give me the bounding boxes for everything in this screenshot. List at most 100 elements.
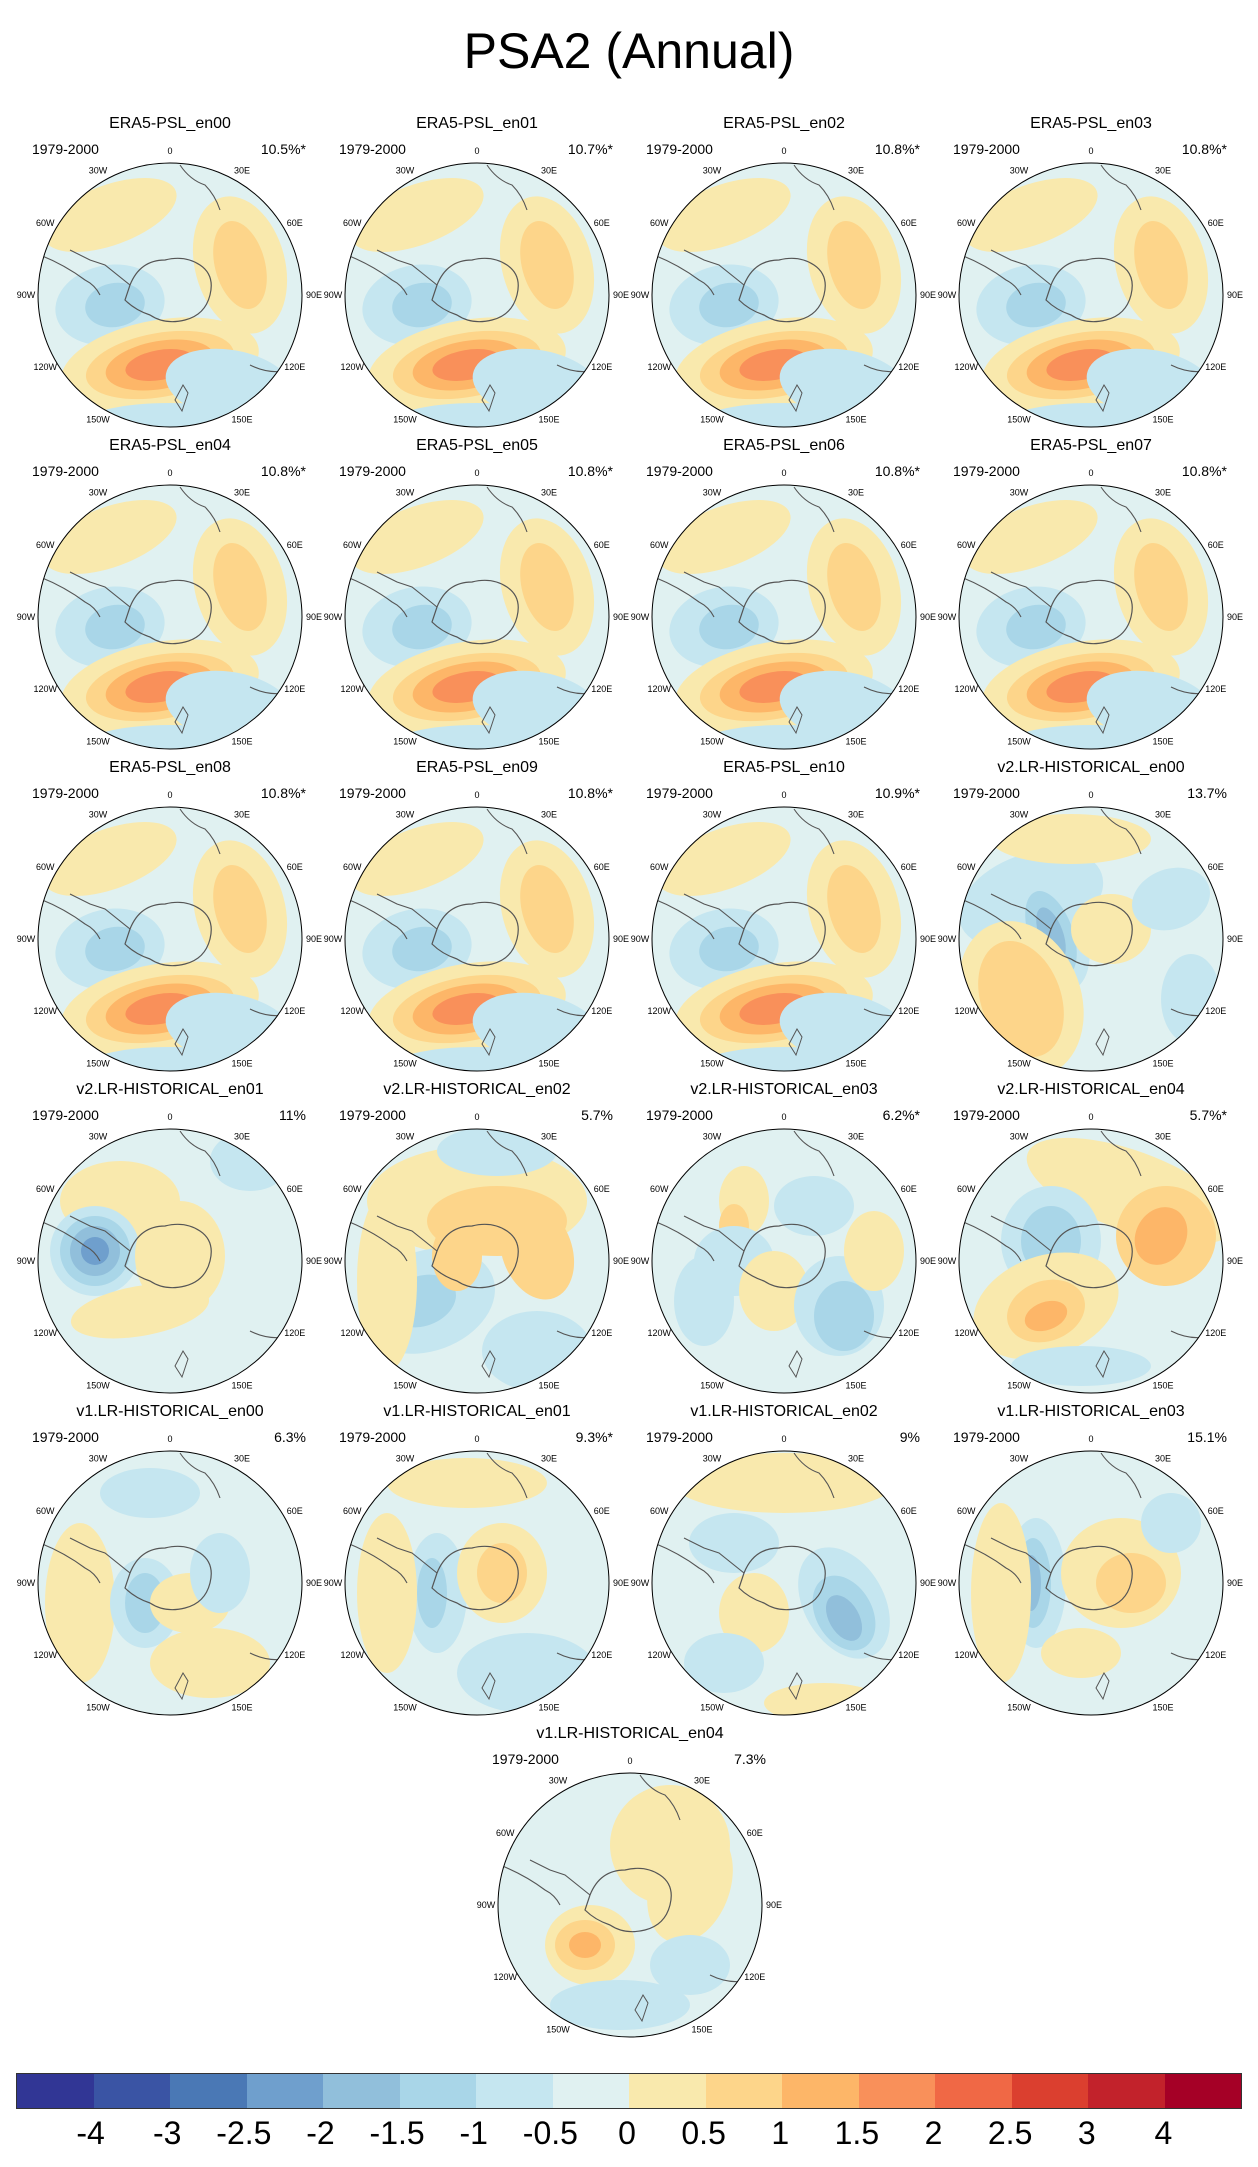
antarctic-peninsula [990,249,1052,286]
anomaly-contour [694,403,874,427]
longitude-label: 60E [747,1828,763,1838]
longitude-label: 150E [231,1703,252,1713]
south-america-coastline [39,1542,101,1584]
new-zealand-coastline [1095,1028,1110,1057]
longitude-label: 30W [1010,165,1029,175]
longitude-label: 60E [901,862,917,872]
anomaly-contour [814,1281,874,1351]
colorbar-swatch [93,2074,170,2108]
panel-variance-percent: 9% [899,1429,920,1445]
panel-period: 1979-2000 [32,785,99,801]
panel-title: v1.LR-HISTORICAL_en00 [76,1403,264,1420]
longitude-label: 60W [343,862,362,872]
anomaly-contour [674,1256,734,1346]
longitude-label: 0 [167,1112,172,1122]
longitude-label: 30W [396,809,415,819]
longitude-label: 150W [393,1381,417,1391]
antarctic-peninsula [683,571,745,608]
colorbar-swatch [552,2074,629,2108]
longitude-label: 0 [627,1756,632,1766]
new-zealand-coastline [174,1672,189,1701]
antarctic-peninsula [990,1215,1052,1252]
longitude-label: 90W [631,1256,650,1266]
longitude-label: 30E [541,1131,557,1141]
longitude-label: 120W [34,1006,58,1016]
south-america-coastline [653,576,715,618]
anomaly-contour [1132,867,1210,931]
polar-map: 030E60E90E120E150E180150W120W90W60W30W [631,1112,936,1394]
panel-title: v2.LR-HISTORICAL_en04 [997,1081,1185,1098]
colorbar-swatch [170,2074,247,2108]
new-zealand-coastline [481,706,496,735]
longitude-label: 90E [306,290,322,300]
map-panel: ERA5-PSL_en09 1979-2000 10.8%* 0 30E 60E 90E 12… [323,759,631,1077]
africa-coastline [793,808,835,855]
panel-title: ERA5-PSL_en01 [416,115,538,132]
longitude-label: 30E [1155,165,1171,175]
longitude-label: 120E [284,1650,305,1660]
longitude-label: 60E [594,1184,610,1194]
polar-map: 030E60E90E120E150E180150W120W90W60W30W [631,1434,936,1716]
polar-map: 030E60E90E120E150E180150W120W90W60W30W [17,1434,322,1716]
anomaly-contour [43,500,177,574]
longitude-label: 150E [231,415,252,425]
longitude-label: 150E [845,1059,866,1069]
africa-coastline [486,1130,528,1177]
africa-coastline [179,1452,221,1499]
anomaly-contour [650,1935,730,1995]
panel-period: 1979-2000 [646,141,713,157]
longitude-label: 90W [938,612,957,622]
longitude-label: 90E [920,290,936,300]
colorbar-tick-label: -2.5 [216,2115,272,2151]
longitude-label: 150W [86,415,110,425]
longitude-label: 150E [538,1059,559,1069]
polar-map: 030E60E90E120E150E180150W120W90W60W30W [17,468,322,750]
anomaly-contour [689,1513,779,1573]
africa-coastline [1100,808,1142,855]
longitude-label: 120W [648,1650,672,1660]
longitude-label: 120E [591,1006,612,1016]
longitude-label: 30E [541,165,557,175]
map-boundary [958,1450,1224,1716]
antarctica-coastline [431,1545,519,1611]
map-panel: v1.LR-HISTORICAL_en02 1979-2000 9% 0 30E 60E 9… [630,1403,938,1721]
longitude-label: 150E [845,1381,866,1391]
longitude-label: 90E [1227,290,1243,300]
panel-variance-percent: 13.7% [1187,785,1227,801]
longitude-label: 0 [1088,146,1093,156]
anomaly-contour [1006,282,1066,328]
antarctic-peninsula [376,249,438,286]
longitude-label: 150E [1152,415,1173,425]
panel-variance-percent: 10.8%* [874,463,920,479]
longitude-label: 90E [613,934,629,944]
colorbar-swatch [1164,2074,1241,2108]
panel-period: 1979-2000 [32,1107,99,1123]
polar-map: 030E60E90E120E150E180150W120W90W60W30W [477,1756,782,2038]
anomaly-contour [392,282,452,328]
antarctica-coastline [431,257,519,323]
map-boundary [651,162,917,428]
panel-title: ERA5-PSL_en04 [109,437,231,454]
antarctic-peninsula [990,1537,1052,1574]
antarctica-coastline [738,257,826,323]
map-panel: ERA5-PSL_en03 1979-2000 10.8%* 0 30E 60E 90E 12… [937,115,1245,433]
map-boundary [958,806,1224,1072]
longitude-label: 90W [17,1256,36,1266]
panel-variance-percent: 10.8%* [260,463,306,479]
anomaly-contour [719,1573,789,1653]
colorbar-swatch [476,2074,553,2108]
longitude-label: 60E [901,1184,917,1194]
polar-map: 030E60E90E120E150E180150W120W90W60W30W [631,468,936,750]
panel-variance-percent: 9.3%* [575,1429,613,1445]
new-zealand-coastline [634,1994,649,2023]
longitude-label: 90E [306,934,322,944]
longitude-label: 120W [648,362,672,372]
map-boundary [344,1128,610,1394]
south-america-coastline [346,1542,408,1584]
anomaly-contour [387,1458,547,1508]
polar-map: 030E60E90E120E150E180150W120W90W60W30W [324,1434,629,1716]
longitude-label: 120E [591,1328,612,1338]
longitude-label: 120W [955,1650,979,1660]
longitude-label: 60W [343,218,362,228]
anomaly-contour [80,725,260,749]
